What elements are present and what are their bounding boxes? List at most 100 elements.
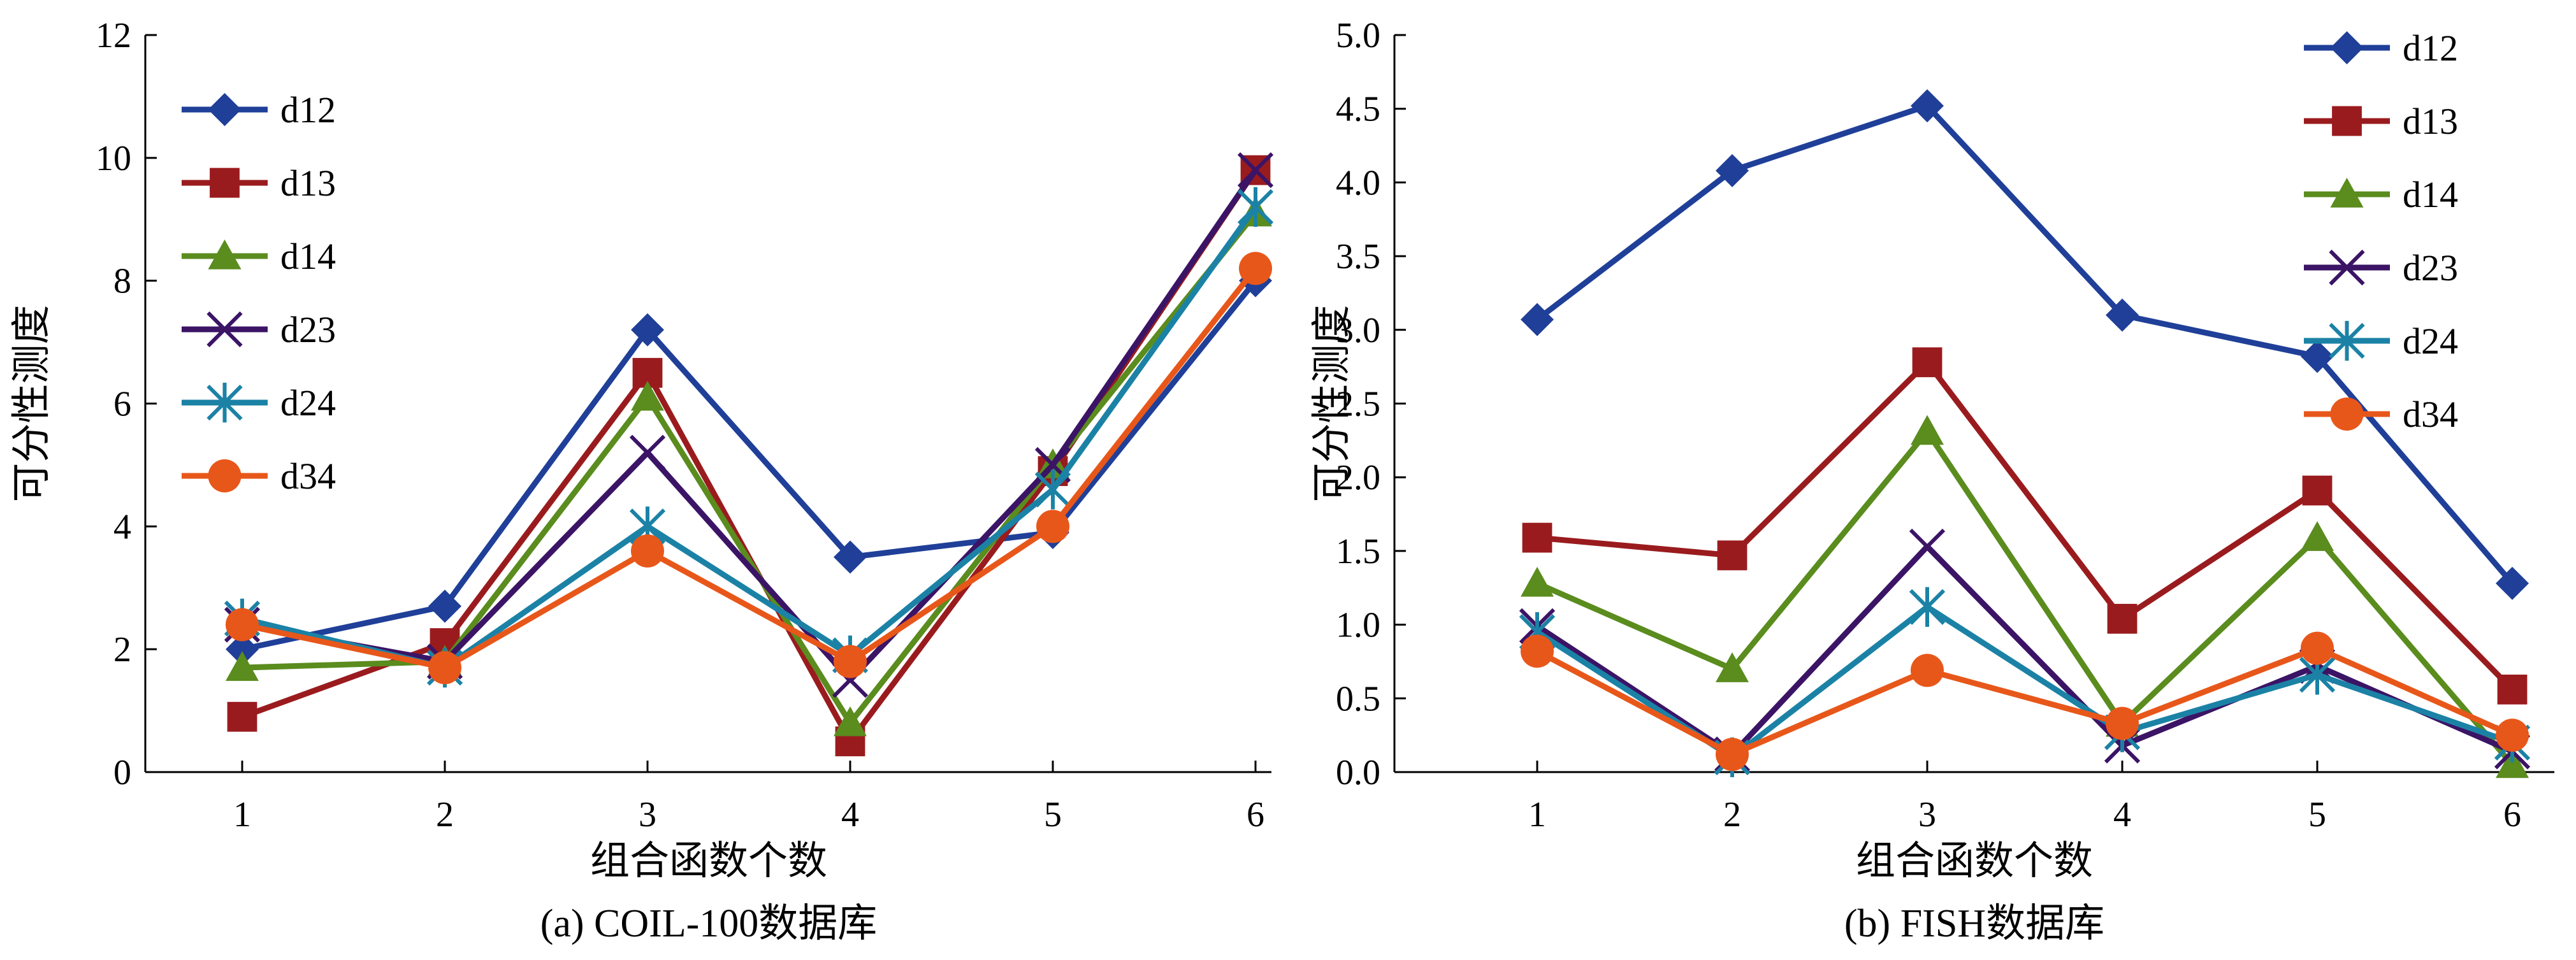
legend-label-d23: d23 bbox=[280, 309, 336, 350]
data-point-d12 bbox=[1716, 154, 1749, 187]
data-point-d14 bbox=[2301, 521, 2334, 551]
y-tick-label: 2.5 bbox=[1336, 385, 1380, 424]
data-point-d12 bbox=[2496, 566, 2529, 600]
legend-label-d24: d24 bbox=[2403, 320, 2458, 362]
series-line-d23 bbox=[239, 167, 1259, 683]
legend-label-d14: d14 bbox=[2403, 174, 2458, 215]
x-tick-label: 5 bbox=[2308, 795, 2326, 835]
y-tick-label: 0.0 bbox=[1336, 753, 1380, 792]
series-d23 bbox=[1519, 528, 2531, 773]
data-point-d12 bbox=[2301, 340, 2334, 373]
legend-label-d34: d34 bbox=[280, 455, 336, 497]
y-tick-label: 3.5 bbox=[1336, 237, 1380, 276]
series-line-d34 bbox=[239, 265, 1259, 671]
data-point-d34 bbox=[428, 651, 461, 685]
x-tick-label: 2 bbox=[1723, 795, 1741, 835]
data-point-d13 bbox=[2302, 475, 2333, 506]
data-point-d12 bbox=[428, 589, 461, 623]
data-point-d14 bbox=[1911, 415, 1944, 445]
legend-marker-d24 bbox=[2329, 320, 2365, 361]
data-point-d14 bbox=[631, 380, 664, 411]
series-line-d34 bbox=[1534, 645, 2515, 757]
data-point-d34 bbox=[2301, 631, 2334, 665]
legend-marker-d23 bbox=[2329, 249, 2365, 286]
data-point-d14 bbox=[2496, 748, 2529, 778]
series-line-d23 bbox=[1534, 543, 2515, 757]
data-point-d34 bbox=[1521, 634, 1554, 668]
series-d23 bbox=[224, 152, 1274, 698]
x-axis-label: 组合函数个数 bbox=[1856, 837, 2093, 884]
x-tick-label: 1 bbox=[1528, 795, 1546, 835]
x-tick-label: 5 bbox=[1044, 795, 1062, 835]
data-point-d24 bbox=[1909, 587, 1946, 627]
legend-label-d34: d34 bbox=[2403, 394, 2458, 435]
series-line-d24 bbox=[239, 204, 1259, 671]
data-point-d23 bbox=[1237, 152, 1274, 189]
y-tick-label: 12 bbox=[96, 16, 131, 55]
data-point-d14 bbox=[1716, 652, 1749, 682]
legend-marker-d24 bbox=[206, 382, 243, 423]
series-line-d12 bbox=[1534, 103, 2515, 587]
legend-marker-d12 bbox=[208, 93, 242, 126]
y-tick-label: 0 bbox=[113, 753, 131, 792]
x-tick-label: 1 bbox=[233, 795, 251, 835]
data-point-d12 bbox=[226, 633, 259, 666]
y-tick-label: 3.0 bbox=[1336, 311, 1380, 350]
y-tick-label: 1.0 bbox=[1336, 606, 1380, 645]
series-d12 bbox=[1521, 89, 2529, 600]
data-point-d34 bbox=[1911, 654, 1944, 687]
data-point-d13 bbox=[1717, 540, 1747, 571]
data-point-d12 bbox=[1911, 89, 1944, 123]
x-tick-label: 3 bbox=[639, 795, 656, 835]
series-d34 bbox=[1521, 631, 2529, 771]
legend-label-d13: d13 bbox=[280, 162, 336, 204]
legend-marker-d14 bbox=[208, 240, 242, 269]
data-point-d34 bbox=[2106, 706, 2139, 740]
x-tick-label: 3 bbox=[1918, 795, 1936, 835]
y-tick-label: 2 bbox=[113, 630, 131, 670]
data-point-d12 bbox=[631, 313, 664, 347]
data-point-d34 bbox=[834, 645, 867, 678]
y-tick-label: 1.5 bbox=[1336, 532, 1380, 571]
legend-label-d24: d24 bbox=[280, 382, 336, 424]
legend-label-d13: d13 bbox=[2403, 101, 2458, 142]
y-tick-label: 4 bbox=[113, 507, 131, 547]
legend-label-d23: d23 bbox=[2403, 247, 2458, 289]
legend-label-d12: d12 bbox=[280, 89, 336, 131]
series-d14 bbox=[1521, 415, 2529, 778]
x-tick-label: 6 bbox=[1247, 795, 1264, 835]
series-line-d14 bbox=[1534, 428, 2515, 768]
x-tick-label: 4 bbox=[2113, 795, 2131, 835]
chart-panel-2: 0.0 0.5 1.0 1.5 2.0 2.5 3.0 3.5 4.0 4.5 5.0 1 2 3 4 5 6 可… bbox=[1308, 16, 2554, 945]
y-axis-label: 可分性测度 bbox=[8, 304, 54, 502]
series-line-d24 bbox=[1534, 604, 2515, 761]
y-tick-label: 5.0 bbox=[1336, 16, 1380, 55]
data-point-d14 bbox=[226, 651, 259, 681]
series-d34 bbox=[226, 252, 1272, 685]
series-d24 bbox=[1519, 587, 2531, 778]
data-point-d12 bbox=[1521, 303, 1554, 336]
legend-marker-d34 bbox=[2330, 398, 2364, 431]
legend-marker-d13 bbox=[2332, 106, 2362, 136]
data-point-d34 bbox=[1036, 510, 1069, 543]
data-point-d14 bbox=[834, 706, 867, 736]
legend-label-d14: d14 bbox=[280, 236, 336, 277]
data-point-d13 bbox=[1912, 347, 1943, 378]
chart-caption: (b) FISH数据库 bbox=[1844, 902, 2104, 945]
series-d13 bbox=[1522, 347, 2528, 705]
data-point-d24 bbox=[1237, 187, 1274, 227]
y-tick-label: 6 bbox=[113, 385, 131, 424]
y-tick-label: 2.0 bbox=[1336, 458, 1380, 498]
legend-marker-d23 bbox=[206, 311, 243, 348]
y-tick-label: 0.5 bbox=[1336, 679, 1380, 719]
data-point-d13 bbox=[2497, 675, 2528, 705]
series-line-d12 bbox=[239, 278, 1259, 652]
y-axis-label: 可分性测度 bbox=[1308, 304, 1354, 502]
data-point-d13 bbox=[1522, 522, 1552, 553]
x-tick-label: 4 bbox=[841, 795, 859, 835]
data-point-d13 bbox=[2107, 603, 2138, 634]
legend-marker-d34 bbox=[208, 459, 242, 492]
data-point-d34 bbox=[226, 608, 259, 641]
